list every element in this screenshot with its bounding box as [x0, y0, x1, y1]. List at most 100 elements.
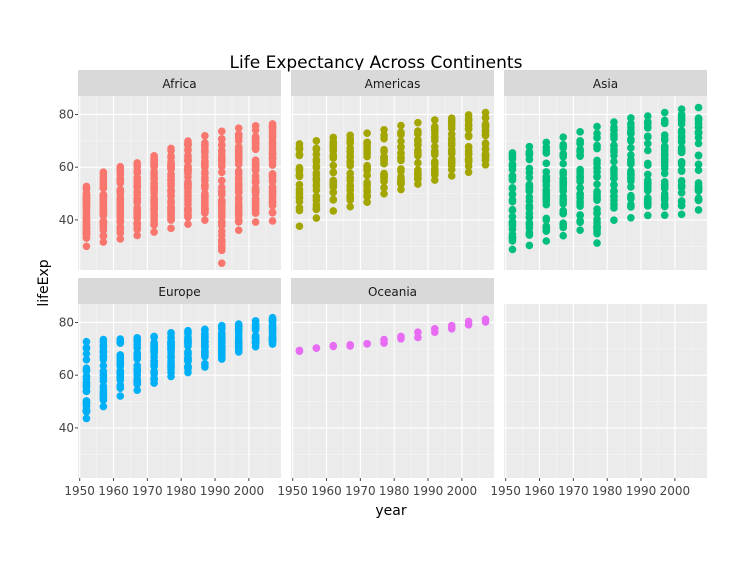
- data-point: [414, 118, 422, 127]
- data-point: [312, 344, 321, 352]
- data-point: [397, 137, 405, 146]
- data-point: [82, 407, 91, 416]
- data-point: [464, 114, 473, 123]
- data-point: [295, 222, 304, 231]
- data-point: [694, 166, 703, 174]
- data-point: [542, 149, 551, 157]
- data-point: [268, 155, 277, 163]
- data-point: [99, 382, 108, 391]
- data-point: [363, 141, 371, 150]
- data-point: [167, 172, 175, 181]
- panel-background: [78, 304, 281, 478]
- data-point: [430, 170, 439, 179]
- facet-strip-label: Americas: [365, 77, 421, 91]
- panel-background: [291, 96, 494, 270]
- data-point: [593, 239, 601, 247]
- data-point: [464, 132, 473, 140]
- data-point: [397, 129, 405, 138]
- data-point: [397, 185, 405, 194]
- data-point: [99, 347, 108, 355]
- data-point: [559, 140, 568, 149]
- data-point: [217, 176, 226, 185]
- data-point: [525, 241, 534, 250]
- data-point: [295, 150, 304, 158]
- data-point: [363, 198, 371, 207]
- facet-strip: [78, 70, 281, 96]
- data-point: [677, 177, 686, 186]
- data-point: [610, 141, 618, 150]
- data-point: [99, 217, 108, 226]
- data-point: [268, 143, 277, 151]
- data-point: [643, 170, 652, 179]
- data-point: [133, 205, 142, 213]
- data-point: [481, 150, 490, 159]
- data-point: [82, 387, 91, 396]
- data-point: [312, 174, 321, 183]
- data-point: [542, 216, 551, 224]
- x-tick-label: 1950: [64, 484, 95, 498]
- panel-background: [291, 304, 494, 478]
- data-point: [677, 105, 686, 113]
- x-tick-label: 1980: [166, 484, 197, 498]
- data-point: [268, 334, 277, 343]
- data-point: [660, 108, 669, 117]
- data-point: [268, 186, 277, 195]
- data-point: [559, 187, 568, 195]
- data-point: [559, 231, 568, 240]
- data-point: [251, 126, 260, 134]
- data-point: [133, 351, 142, 359]
- x-tick-label: 1990: [626, 484, 657, 498]
- data-point: [677, 210, 686, 219]
- data-point: [116, 166, 125, 175]
- data-point: [610, 132, 618, 141]
- data-point: [217, 141, 226, 150]
- panel-background: [78, 96, 281, 270]
- data-point: [150, 357, 158, 365]
- data-point: [217, 347, 226, 355]
- data-point: [295, 171, 304, 180]
- data-point: [464, 154, 473, 162]
- data-point: [380, 184, 388, 192]
- data-point: [627, 144, 635, 152]
- data-point: [329, 143, 338, 152]
- data-point: [414, 166, 422, 174]
- data-point: [559, 219, 568, 227]
- data-point: [312, 150, 321, 159]
- data-point: [576, 202, 584, 211]
- data-point: [525, 231, 534, 239]
- data-point: [150, 347, 158, 356]
- data-point: [167, 181, 175, 190]
- data-point: [150, 333, 158, 342]
- data-point: [217, 221, 226, 230]
- data-point: [133, 378, 142, 387]
- data-point: [593, 180, 601, 189]
- y-tick-label: 80: [59, 315, 74, 329]
- data-point: [82, 355, 91, 364]
- data-point: [610, 174, 618, 182]
- data-point: [346, 158, 355, 167]
- data-point: [116, 360, 125, 369]
- data-point: [329, 341, 338, 350]
- data-point: [82, 201, 91, 210]
- data-point: [346, 144, 355, 153]
- data-point: [184, 363, 192, 372]
- data-point: [593, 129, 601, 138]
- data-point: [251, 323, 260, 332]
- data-point: [312, 186, 321, 194]
- data-point: [116, 384, 125, 392]
- data-point: [414, 136, 422, 145]
- data-point: [610, 216, 618, 224]
- data-point: [150, 189, 158, 198]
- data-point: [593, 205, 601, 213]
- data-point: [116, 223, 125, 232]
- data-point: [677, 160, 686, 169]
- data-point: [464, 121, 473, 130]
- data-point: [380, 190, 388, 198]
- data-point: [627, 183, 635, 191]
- y-tick-label: 60: [59, 368, 74, 382]
- data-point: [268, 208, 277, 217]
- data-point: [660, 211, 669, 219]
- data-point: [593, 141, 601, 150]
- data-point: [363, 163, 371, 171]
- data-point: [508, 197, 517, 206]
